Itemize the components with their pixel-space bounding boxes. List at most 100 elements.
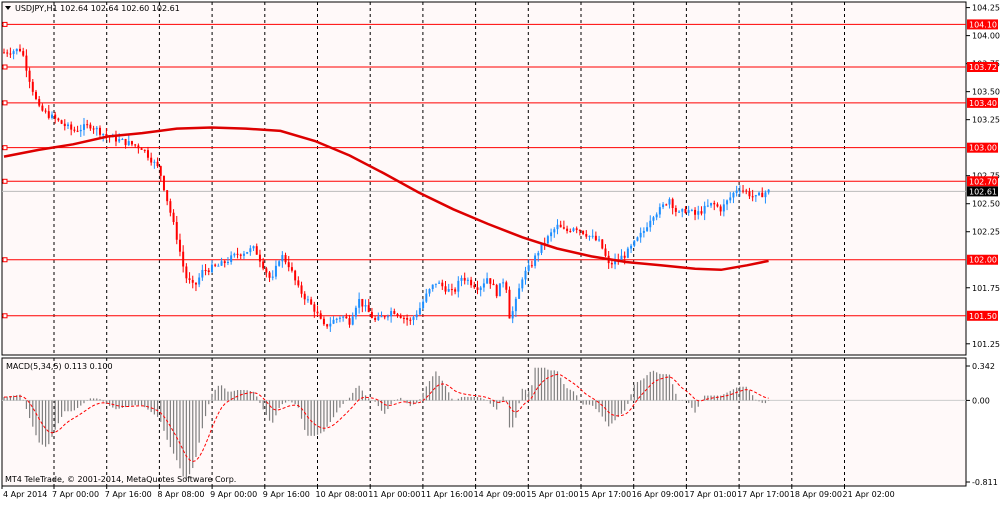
candle-bull bbox=[527, 265, 530, 271]
candle-bear bbox=[169, 201, 172, 213]
candle-bull bbox=[614, 259, 617, 265]
candle-bear bbox=[300, 285, 303, 294]
candle-bull bbox=[710, 202, 713, 206]
candle-bull bbox=[550, 232, 553, 237]
candle-bull bbox=[767, 189, 770, 193]
candle-bull bbox=[425, 293, 428, 302]
candle-bear bbox=[146, 150, 149, 158]
candle-bull bbox=[642, 230, 645, 233]
candle-bull bbox=[639, 232, 642, 238]
candle-bear bbox=[175, 222, 178, 240]
candle-bear bbox=[214, 264, 217, 266]
candle-bull bbox=[735, 190, 738, 193]
candle-bear bbox=[313, 304, 316, 312]
candle-bull bbox=[271, 276, 274, 278]
candle-bear bbox=[137, 145, 140, 149]
level-handle[interactable] bbox=[2, 21, 8, 27]
level-price-box bbox=[967, 310, 998, 321]
candle-bull bbox=[518, 288, 521, 299]
level-handle[interactable] bbox=[2, 100, 8, 106]
level-handle[interactable] bbox=[2, 64, 8, 70]
candle-bull bbox=[690, 209, 693, 211]
candle-bear bbox=[134, 144, 137, 146]
candle-bull bbox=[591, 235, 594, 237]
x-tick-label: 16 Apr 09:00 bbox=[632, 490, 684, 499]
candle-bear bbox=[162, 175, 165, 191]
y-tick-label: 101.25 bbox=[972, 340, 1000, 349]
candle-bear bbox=[255, 246, 258, 255]
candle-bull bbox=[12, 51, 15, 55]
level-price-label: 101.50 bbox=[969, 312, 997, 321]
candle-bear bbox=[143, 149, 146, 151]
y-tick-label: 104.25 bbox=[972, 4, 1000, 13]
candle-bull bbox=[511, 311, 514, 319]
main-plot-area[interactable] bbox=[1, 1, 967, 356]
candle-bear bbox=[172, 212, 175, 223]
candle-bear bbox=[748, 191, 751, 197]
candle-bear bbox=[28, 70, 31, 82]
x-tick-label: 18 Apr 09:00 bbox=[790, 490, 842, 499]
triangle-down-icon[interactable] bbox=[5, 6, 11, 10]
candle-bear bbox=[182, 251, 185, 267]
candle-bear bbox=[124, 139, 127, 146]
candle-bull bbox=[514, 298, 517, 312]
candle-bull bbox=[281, 255, 284, 262]
candle-bear bbox=[22, 51, 25, 56]
x-tick-label: 17 Apr 17:00 bbox=[737, 490, 789, 499]
candle-bear bbox=[319, 313, 322, 319]
y-tick-label: 102.50 bbox=[972, 200, 1000, 209]
candle-bear bbox=[44, 110, 47, 112]
level-price-box bbox=[967, 142, 998, 153]
candle-bull bbox=[588, 235, 591, 237]
level-price-label: 102.00 bbox=[969, 256, 997, 265]
candle-bull bbox=[274, 265, 277, 277]
candle-bull bbox=[486, 278, 489, 284]
candle-bear bbox=[569, 230, 572, 232]
level-handle[interactable] bbox=[2, 313, 8, 319]
candle-bear bbox=[604, 248, 607, 256]
level-handle[interactable] bbox=[2, 145, 8, 151]
candle-bull bbox=[390, 311, 393, 317]
candle-bull bbox=[153, 161, 156, 163]
candle-bear bbox=[265, 268, 268, 273]
candle-bull bbox=[738, 190, 741, 192]
candle-bull bbox=[646, 227, 649, 231]
macd-plot-area[interactable] bbox=[1, 357, 967, 487]
candle-bear bbox=[761, 192, 764, 198]
candle-bear bbox=[326, 324, 329, 327]
candle-bear bbox=[348, 318, 351, 325]
candle-bull bbox=[572, 228, 575, 232]
candle-bear bbox=[287, 262, 290, 268]
candle-bear bbox=[370, 312, 373, 318]
candle-bull bbox=[95, 127, 98, 130]
level-price-label: 103.72 bbox=[969, 63, 997, 72]
level-handle[interactable] bbox=[2, 257, 8, 263]
candle-bull bbox=[15, 48, 18, 52]
macd-y-axis: 0.342 0.00 -0.811 bbox=[966, 362, 998, 487]
level-handle[interactable] bbox=[2, 178, 8, 184]
candle-bull bbox=[127, 141, 130, 146]
level-price-label: 104.10 bbox=[969, 20, 997, 29]
candle-bull bbox=[233, 253, 236, 256]
candle-bull bbox=[335, 318, 338, 320]
candle-bull bbox=[428, 289, 431, 294]
macd-y-tick-label: 0.342 bbox=[972, 362, 995, 371]
x-tick-label: 9 Apr 00:00 bbox=[210, 490, 257, 499]
candle-bear bbox=[34, 91, 37, 99]
candle-bear bbox=[694, 209, 697, 215]
candle-bull bbox=[482, 283, 485, 288]
candle-bear bbox=[47, 111, 50, 118]
candle-bear bbox=[239, 254, 242, 256]
y-tick-label: 103.25 bbox=[972, 116, 1000, 125]
candle-bear bbox=[495, 285, 498, 297]
candle-bear bbox=[610, 263, 613, 265]
candle-bull bbox=[210, 264, 213, 273]
candle-bear bbox=[31, 81, 34, 92]
x-tick-label: 9 Apr 16:00 bbox=[263, 490, 310, 499]
moving-average-line bbox=[3, 126, 769, 272]
candle-bull bbox=[447, 289, 450, 292]
level-price-box bbox=[967, 19, 998, 30]
level-price-label: 102.70 bbox=[969, 177, 997, 186]
candle-bull bbox=[82, 124, 85, 130]
candle-bull bbox=[351, 316, 354, 325]
